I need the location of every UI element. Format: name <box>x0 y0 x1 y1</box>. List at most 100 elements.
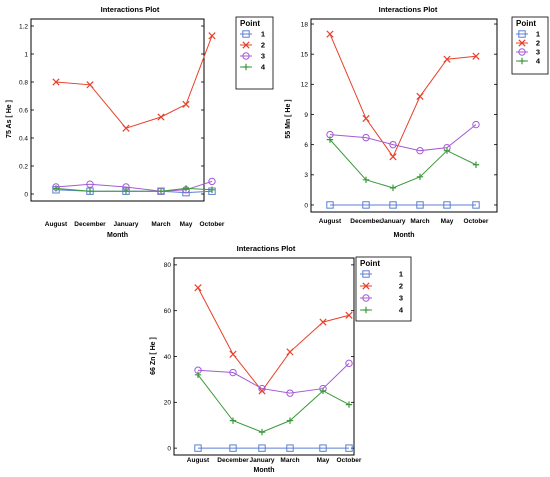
series-2-point <box>362 114 370 123</box>
y-tick-label: 0 <box>167 445 171 452</box>
series-4-line <box>55 187 213 192</box>
series-3-point <box>208 177 216 186</box>
x-tick-label: October <box>200 221 225 228</box>
chart-panel-1: Interactions Plot 0 0.2 0.4 0.6 0.8 1 1.2 August… <box>6 5 274 239</box>
series-4-point <box>52 185 60 192</box>
legend-label: 4 <box>536 57 541 66</box>
chart-panel-3: Interactions Plot 0 20 40 60 80 August December… <box>150 244 412 474</box>
series-2-point <box>326 30 334 38</box>
plot-frame <box>173 257 355 456</box>
series-2-point <box>286 348 294 356</box>
series-2-point <box>194 284 202 292</box>
legend-3-marker <box>362 294 370 302</box>
legend-label: 3 <box>536 48 540 57</box>
series-1-point <box>229 444 237 452</box>
y-tick-label: 9 <box>304 112 308 119</box>
x-tick-label: October <box>464 218 489 225</box>
series-2-point <box>52 78 60 86</box>
series-3-point <box>416 146 424 155</box>
legend-label: 4 <box>261 63 266 72</box>
series-2-line <box>55 35 213 129</box>
series-3-point <box>389 140 397 149</box>
series-3-point <box>258 384 266 393</box>
series-2-point <box>86 81 94 89</box>
y-tick-label: 0.8 <box>19 79 28 86</box>
legend-label: 1 <box>261 30 265 39</box>
series-1-point <box>416 201 424 209</box>
series-1-point <box>326 201 334 209</box>
y-tick-label: 1.2 <box>19 23 28 30</box>
series-3-point <box>472 120 480 129</box>
series-4-point <box>229 417 237 424</box>
x-axis-label: Month <box>254 467 275 474</box>
series-4-point <box>345 401 353 408</box>
series-4-point <box>443 147 451 154</box>
series-3-point <box>362 133 370 142</box>
series-3-point <box>229 368 237 377</box>
series-1-point <box>194 444 202 452</box>
series-1-point <box>258 444 266 452</box>
series-2-point <box>229 350 237 358</box>
legend-3-marker <box>242 52 250 60</box>
series-2-point <box>208 32 216 40</box>
chart-title: Interactions Plot <box>101 5 160 14</box>
series-2-point <box>443 55 451 63</box>
y-tick-label: 3 <box>304 172 308 179</box>
series-3-point <box>286 389 294 397</box>
x-tick-label: March <box>280 457 299 464</box>
legend-label: 3 <box>399 294 403 303</box>
series-4-point <box>416 173 424 181</box>
series-2-line <box>329 33 477 158</box>
legend-4-marker <box>362 306 370 314</box>
legend-label: 4 <box>399 306 404 315</box>
x-tick-label: August <box>319 218 342 225</box>
y-tick-label: 6 <box>304 142 308 149</box>
legend-title: Point <box>240 19 260 28</box>
x-tick-label: October <box>337 457 362 464</box>
series-1-point <box>362 201 370 209</box>
series-1-point <box>389 201 397 209</box>
x-tick-label: August <box>45 221 68 228</box>
x-tick-label: May <box>317 457 330 464</box>
x-tick-label: August <box>187 457 210 464</box>
series-4-point <box>362 176 370 184</box>
series-1-point <box>286 444 294 452</box>
legend-label: 1 <box>399 270 403 279</box>
legend-title: Point <box>516 19 536 28</box>
chart-title: Interactions Plot <box>237 244 296 253</box>
legend-4-marker <box>242 63 250 71</box>
legend-box <box>235 16 274 90</box>
series-2-point <box>122 124 130 132</box>
y-axis-label: 66 Zn [ He ] <box>150 337 157 375</box>
series-4-point <box>182 185 190 192</box>
y-axis-label: 55 Mn [ He ] <box>285 99 292 138</box>
series-2-point <box>345 311 353 319</box>
series-4-point <box>86 188 94 195</box>
series-4-point <box>122 188 130 195</box>
x-tick-label: December <box>350 218 382 225</box>
x-tick-label: May <box>441 218 454 225</box>
y-tick-label: 12 <box>301 82 309 89</box>
y-tick-label: 15 <box>301 51 309 58</box>
series-4-point <box>389 184 397 192</box>
y-tick-label: 1 <box>24 51 28 58</box>
series-2-line <box>197 287 350 392</box>
series-4-point <box>157 188 165 195</box>
series-1-point <box>443 201 451 209</box>
y-tick-label: 0 <box>24 191 28 198</box>
y-tick-label: 0.6 <box>19 107 28 114</box>
series-2-point <box>416 92 424 101</box>
legend-1-marker <box>362 270 370 278</box>
series-3-line <box>329 124 477 152</box>
x-axis-label: Month <box>107 232 128 239</box>
x-tick-label: January <box>250 457 275 464</box>
legend-label: 2 <box>536 39 540 48</box>
x-tick-label: December <box>217 457 249 464</box>
y-tick-label: 0 <box>304 202 308 209</box>
series-2-point <box>472 52 480 60</box>
legend-label: 2 <box>399 282 403 291</box>
y-tick-label: 18 <box>301 21 309 28</box>
legend-label: 2 <box>261 41 265 50</box>
